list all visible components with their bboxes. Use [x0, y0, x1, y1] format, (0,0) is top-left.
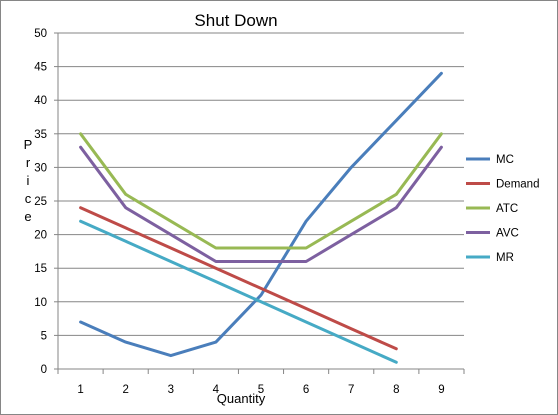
series-line-mc [79, 71, 443, 358]
y-tick-label: 0 [41, 364, 47, 376]
chart-title: Shut Down [194, 11, 277, 30]
y-tick-label: 10 [34, 297, 47, 309]
x-axis-label: Quantity [217, 391, 266, 406]
x-tick-label: 8 [393, 384, 399, 396]
legend-label: Demand [496, 179, 539, 191]
legend-label: MC [496, 154, 514, 166]
series-line-avc [79, 145, 443, 263]
series-line-atc [79, 132, 443, 250]
y-tick-label: 30 [34, 162, 47, 174]
x-tick-label: 6 [303, 384, 309, 396]
y-tick-label: 50 [34, 28, 47, 40]
x-tick-labels: 1 2 3 4 5 6 7 8 9 [77, 384, 444, 396]
y-tick-label: 40 [34, 95, 47, 107]
x-tick-label: 4 [213, 384, 220, 396]
x-tick-label: 9 [438, 384, 444, 396]
y-tick-label: 20 [34, 230, 47, 242]
y-tick-label: 25 [34, 196, 47, 208]
y-tick-label: 15 [34, 263, 47, 275]
series-lines [79, 71, 443, 364]
gridlines [58, 32, 464, 336]
y-tick-label: 45 [34, 62, 47, 74]
legend-label: ATC [496, 203, 518, 215]
series-line-mr [79, 219, 398, 364]
series-line-demand [79, 206, 398, 351]
legend-label: MR [496, 252, 514, 264]
x-tick-label: 1 [77, 384, 83, 396]
y-tick-label: 5 [41, 330, 47, 342]
x-tick-label: 5 [258, 384, 264, 396]
y-tick-labels: 0 5 10 15 20 25 30 35 40 45 50 [34, 28, 47, 376]
x-tick-label: 3 [168, 384, 174, 396]
axes [54, 32, 465, 374]
legend-label: AVC [496, 228, 519, 240]
legend: MC Demand ATC AVC MR [466, 154, 539, 264]
y-tick-label: 35 [34, 129, 47, 141]
x-tick-label: 2 [122, 384, 128, 396]
x-tick-label: 7 [348, 384, 354, 396]
